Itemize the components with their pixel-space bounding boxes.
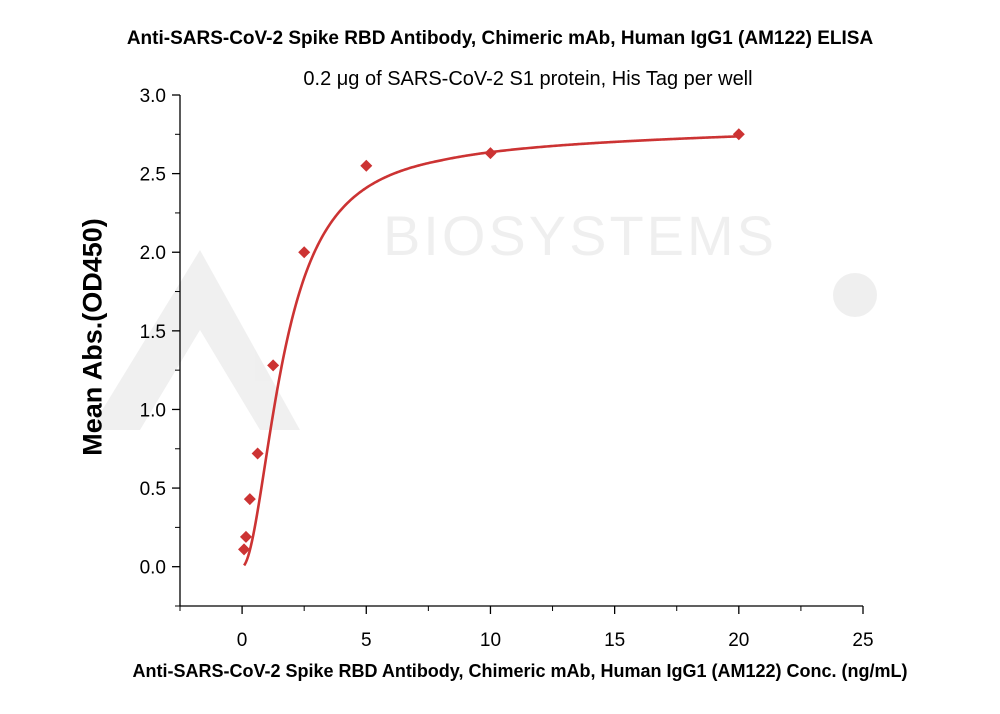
- fit-curve: [243, 135, 738, 567]
- y-tick-label: 0.0: [140, 558, 166, 579]
- fit-curve-layer: [243, 135, 738, 567]
- x-tick-label: 10: [480, 630, 501, 651]
- watermark-logo-dot: [833, 273, 877, 317]
- data-point: [484, 147, 497, 160]
- data-point: [360, 159, 373, 172]
- axes: [179, 95, 863, 607]
- y-tick-label: 2.0: [140, 243, 166, 264]
- x-axis-label: Anti-SARS-CoV-2 Spike RBD Antibody, Chim…: [132, 661, 908, 681]
- chart-subtitle: 0.2 μg of SARS-CoV-2 S1 protein, His Tag…: [303, 68, 753, 90]
- chart-title: Anti-SARS-CoV-2 Spike RBD Antibody, Chim…: [126, 28, 874, 49]
- x-tick-label: 25: [852, 630, 873, 651]
- x-tick-label: 15: [604, 630, 625, 651]
- watermark: BIOSYSTEMS: [90, 204, 877, 430]
- y-tick-label: 0.5: [140, 479, 166, 500]
- data-points: [238, 128, 745, 556]
- x-tick-label: 20: [728, 630, 749, 651]
- y-tick-label: 1.0: [140, 400, 166, 421]
- watermark-text: BIOSYSTEMS: [383, 204, 777, 267]
- data-point: [267, 359, 280, 372]
- ticks: 0.0 0.5 1.0 1.5 2.0 2.5 3.0 0 5 10 15 20 25: [140, 86, 874, 651]
- data-point: [251, 447, 264, 460]
- x-tick-label: 5: [361, 630, 372, 651]
- data-point: [243, 493, 256, 506]
- x-tick-label: 0: [237, 630, 248, 651]
- data-point: [239, 530, 252, 543]
- data-point: [298, 246, 311, 259]
- y-tick-label: 3.0: [140, 86, 166, 107]
- data-point: [238, 543, 251, 556]
- y-tick-label: 2.5: [140, 165, 166, 186]
- watermark-logo-shape: [90, 250, 300, 430]
- y-tick-label: 1.5: [140, 322, 166, 343]
- data-point: [732, 128, 745, 141]
